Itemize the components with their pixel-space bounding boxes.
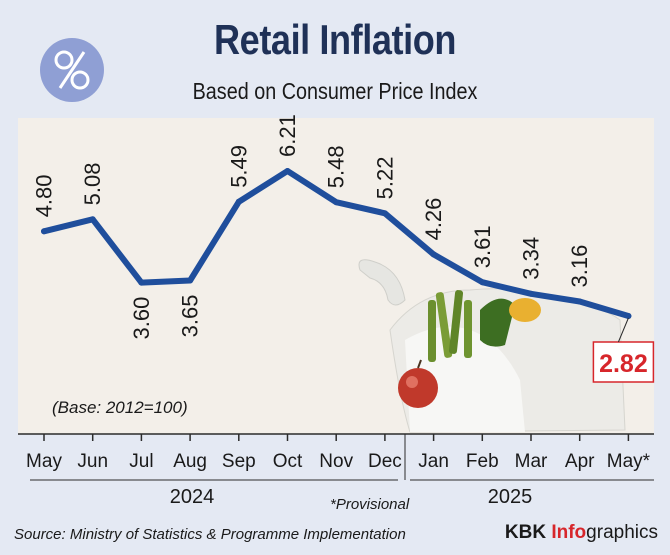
x-tick-label-1: Jun	[77, 451, 108, 472]
data-label-11: 3.16	[567, 245, 592, 288]
provisional-note: *Provisional	[330, 496, 410, 513]
x-tick-label-4: Sep	[222, 451, 256, 472]
data-label-1: 5.08	[80, 163, 105, 206]
data-point-5	[284, 168, 291, 174]
data-point-12	[625, 313, 632, 319]
brand-part-3: graphics	[586, 522, 658, 543]
highlight-callout: 2.82	[592, 317, 655, 383]
data-label-9: 3.61	[470, 225, 495, 268]
year-label-2025: 2025	[488, 486, 533, 508]
x-tick-label-8: Jan	[418, 451, 449, 472]
percent-icon	[54, 50, 90, 90]
data-point-1	[89, 216, 96, 223]
data-point-10	[528, 290, 534, 297]
brand-part-1: KBK	[504, 522, 552, 543]
data-label-10: 3.34	[519, 237, 544, 280]
x-tick-label-5: Oct	[273, 451, 303, 472]
chart-subtitle: Based on Consumer Price Index	[192, 78, 478, 104]
x-tick-label-3: Aug	[173, 451, 207, 472]
x-tick-label-7: Dec	[368, 451, 402, 472]
brand-part-2: Info	[551, 522, 587, 543]
data-point-6	[333, 199, 340, 206]
x-tick-label-0: May	[26, 451, 62, 472]
year-label-2024: 2024	[170, 486, 215, 508]
data-point-11	[576, 298, 583, 305]
base-note: (Base: 2012=100)	[52, 398, 188, 417]
data-point-2	[138, 279, 145, 286]
highlight-box	[592, 341, 655, 383]
x-tick-label-10: Mar	[515, 451, 548, 472]
chart-title: Retail Inflation	[214, 16, 456, 63]
brand-logo: KBK Infographics	[505, 522, 658, 544]
data-label-3: 3.65	[178, 294, 203, 337]
data-label-7: 5.22	[372, 157, 397, 200]
grocery-bag-illustration	[358, 259, 626, 433]
x-tick-label-6: Nov	[319, 451, 353, 472]
data-label-0: 4.80	[32, 174, 57, 217]
data-label-2: 3.60	[129, 297, 154, 340]
x-tick-label-12: May*	[607, 451, 651, 472]
data-point-0	[41, 228, 47, 235]
source-note: Source: Ministry of Statistics & Program…	[14, 526, 406, 543]
data-point-3	[187, 277, 194, 284]
data-point-8	[430, 251, 437, 258]
x-tick-label-2: Jul	[129, 451, 153, 472]
data-point-7	[381, 210, 388, 217]
x-tick-label-9: Feb	[466, 451, 499, 472]
highlight-pointer	[617, 317, 629, 343]
x-tick-label-11: Apr	[565, 451, 595, 472]
data-label-8: 4.26	[421, 198, 446, 241]
data-point-4	[235, 198, 242, 205]
data-point-9	[479, 279, 486, 286]
data-label-5: 6.21	[275, 114, 300, 157]
data-label-12: 2.82	[599, 350, 648, 378]
data-label-6: 5.48	[324, 145, 349, 188]
data-label-4: 5.49	[226, 145, 251, 188]
percent-badge	[40, 38, 104, 102]
